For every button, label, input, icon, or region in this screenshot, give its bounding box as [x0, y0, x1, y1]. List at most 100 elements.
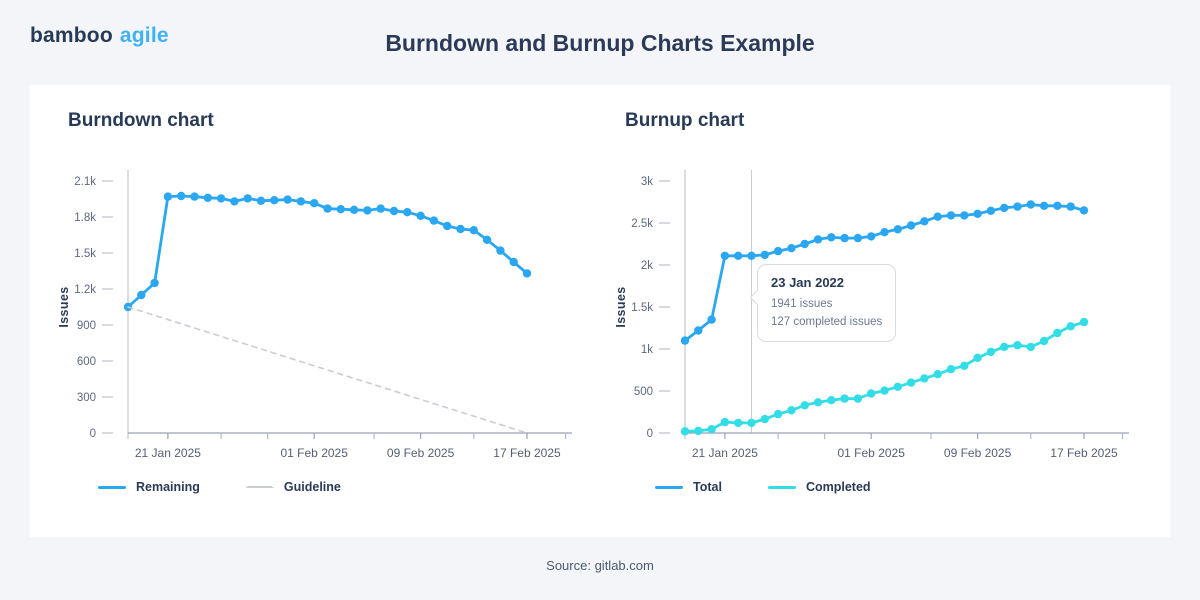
- source-caption: Source: gitlab.com: [546, 558, 654, 573]
- data-point-total: [773, 246, 783, 256]
- data-point-total: [680, 336, 690, 345]
- data-point-remaining: [296, 197, 306, 206]
- data-point-total: [1079, 206, 1089, 215]
- data-point-total: [893, 225, 902, 234]
- burndown-legend: Remaining Guideline: [98, 480, 341, 494]
- data-point-completed: [760, 414, 769, 424]
- legend-label-total: Total: [693, 480, 722, 494]
- y-tick-label: 1.5k: [74, 248, 96, 260]
- y-axis-title: Issues: [57, 286, 71, 327]
- legend-swatch-guideline: [245, 486, 274, 488]
- y-tick-label: 2.5k: [631, 218, 653, 230]
- data-point-total: [1013, 202, 1022, 211]
- data-point-completed: [946, 365, 956, 374]
- burnup-plot: 0 500 1k 1.5k 2k 2.5k 3k 21 Jan 2025 01 Feb 2025…: [614, 170, 1129, 460]
- burndown-chart-section: Burndown chart 0 300 600 900 1.2k 1.5k 1.8k 2.1…: [30, 85, 598, 537]
- x-tick-label: 17 Feb 2025: [1050, 446, 1118, 460]
- legend-swatch-completed: [767, 485, 796, 489]
- y-tick-label: 0: [90, 428, 96, 440]
- data-point-completed: [680, 427, 690, 436]
- data-point-total: [867, 232, 876, 241]
- data-point-completed: [1079, 317, 1089, 327]
- data-point-remaining: [177, 191, 186, 201]
- data-point-completed: [1000, 342, 1009, 352]
- y-tick-label: 1k: [641, 344, 653, 356]
- legend-swatch-remaining: [98, 485, 126, 489]
- data-point-remaining: [496, 246, 505, 255]
- data-point-completed: [747, 418, 756, 428]
- data-point-completed: [1026, 342, 1035, 352]
- data-point-total: [920, 217, 929, 226]
- data-point-completed: [694, 426, 703, 436]
- data-point-completed: [720, 417, 730, 427]
- data-point-remaining: [363, 206, 372, 215]
- data-point-total: [946, 211, 956, 220]
- data-point-completed: [1053, 328, 1062, 338]
- x-tick-label: 21 Jan 2025: [135, 446, 201, 460]
- burndown-plot: 0 300 600 900 1.2k 1.5k 1.8k 2.1k 21 Jan 2025 01 …: [57, 170, 572, 460]
- data-point-remaining: [522, 269, 532, 278]
- data-point-remaining: [349, 205, 359, 214]
- data-point-remaining: [376, 204, 385, 213]
- bamboo-agile-logo: bamboo agile: [30, 24, 169, 48]
- data-point-remaining: [456, 224, 465, 234]
- data-point-completed: [853, 394, 863, 403]
- data-point-completed: [787, 406, 796, 415]
- tooltip-completed-issues: 127 completed issues: [771, 316, 883, 329]
- y-tick-label: 1.2k: [74, 284, 96, 296]
- data-point-total: [734, 251, 743, 260]
- y-tick-label: 900: [77, 320, 96, 332]
- data-point-completed: [933, 370, 942, 379]
- burndown-chart-title: Burndown chart: [68, 110, 214, 131]
- data-point-total: [853, 233, 863, 243]
- data-point-total: [1026, 200, 1035, 209]
- data-point-completed: [1013, 341, 1022, 350]
- data-point-completed: [920, 374, 929, 383]
- x-tick-label: 01 Feb 2025: [838, 446, 906, 460]
- logo-text-agile: agile: [119, 24, 169, 47]
- data-point-completed: [880, 386, 889, 395]
- data-point-total: [787, 244, 796, 253]
- data-point-total: [1000, 203, 1009, 213]
- data-point-completed: [840, 394, 849, 403]
- legend-swatch-total: [655, 485, 683, 489]
- y-tick-label: 2.1k: [74, 176, 96, 188]
- data-point-completed: [827, 396, 836, 405]
- legend-item-completed: Completed: [767, 480, 871, 494]
- tooltip-total-issues: 1941 issues: [771, 298, 833, 310]
- data-point-total: [906, 221, 916, 230]
- series-line-guideline: [127, 306, 528, 434]
- burndown-chart: 0 300 600 900 1.2k 1.5k 1.8k 2.1k 21 Jan 2025 01 …: [38, 160, 578, 470]
- data-point-total: [1053, 201, 1062, 210]
- data-point-remaining: [323, 204, 332, 213]
- y-tick-label: 300: [77, 392, 96, 404]
- data-point-total: [973, 209, 982, 218]
- data-point-completed: [973, 353, 982, 362]
- legend-item-guideline: Guideline: [245, 480, 341, 494]
- data-point-total: [813, 235, 823, 244]
- data-point-total: [933, 212, 942, 221]
- data-point-remaining: [336, 205, 345, 214]
- data-point-completed: [707, 425, 716, 434]
- data-point-remaining: [403, 208, 412, 217]
- logo-text-bamboo: bamboo: [30, 24, 113, 47]
- data-point-remaining: [389, 206, 399, 216]
- x-tick-label: 09 Feb 2025: [944, 446, 1012, 460]
- y-tick-label: 3k: [641, 176, 653, 188]
- data-point-completed: [773, 409, 783, 419]
- data-point-total: [880, 228, 889, 237]
- data-point-total: [960, 211, 969, 220]
- data-point-remaining: [137, 290, 146, 300]
- data-point-remaining: [469, 226, 478, 235]
- legend-item-total: Total: [655, 480, 722, 494]
- page-title: Burndown and Burnup Charts Example: [385, 30, 815, 56]
- tooltip-date: 23 Jan 2022: [771, 275, 845, 290]
- data-point-completed: [813, 398, 823, 407]
- data-point-remaining: [416, 211, 425, 220]
- data-point-total: [760, 250, 769, 260]
- legend-label-guideline: Guideline: [283, 480, 341, 494]
- chart-tooltip: 23 Jan 2022 1941 issues 127 completed is…: [749, 264, 897, 342]
- data-point-remaining: [310, 199, 319, 208]
- data-point-total: [1066, 202, 1075, 211]
